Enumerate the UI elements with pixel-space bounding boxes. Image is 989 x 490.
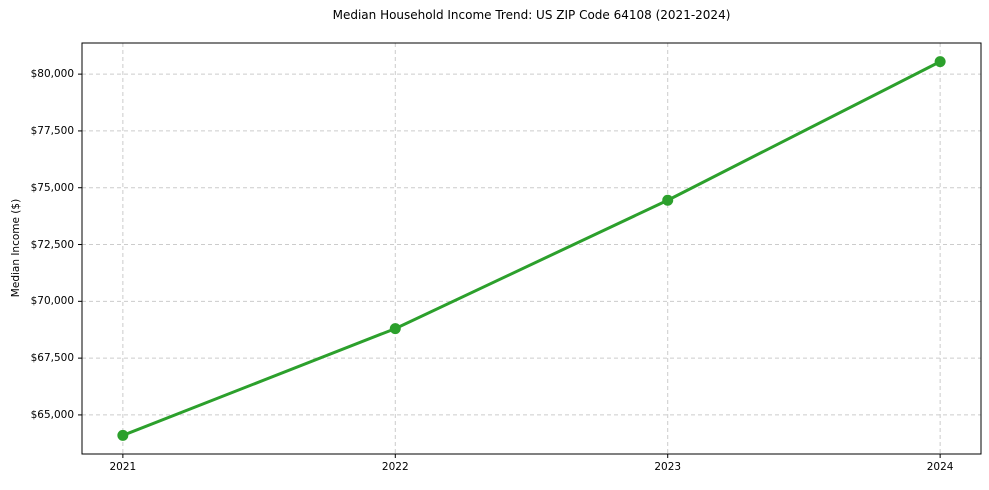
data-point (662, 194, 674, 206)
data-point (934, 56, 946, 68)
data-line (121, 60, 942, 437)
plot-border (81, 42, 982, 455)
data-point (389, 323, 401, 335)
y-tick-label: $67,500 (30, 352, 74, 365)
y-tick-label: $75,000 (30, 181, 74, 194)
y-tick-label: $65,000 (30, 408, 74, 421)
x-tick-label: 2023 (654, 461, 682, 473)
y-tick-label: $72,500 (30, 238, 74, 251)
x-tick-label: 2024 (926, 461, 954, 473)
y-tick-label: $80,000 (30, 68, 74, 81)
y-tick-label: $77,500 (30, 124, 74, 137)
x-tick-label: 2022 (381, 461, 409, 473)
x-tick-label: 2021 (109, 461, 137, 473)
chart-title: Median Household Income Trend: US ZIP Co… (332, 8, 731, 22)
data-point (117, 429, 129, 441)
y-tick-label: $70,000 (30, 295, 74, 308)
